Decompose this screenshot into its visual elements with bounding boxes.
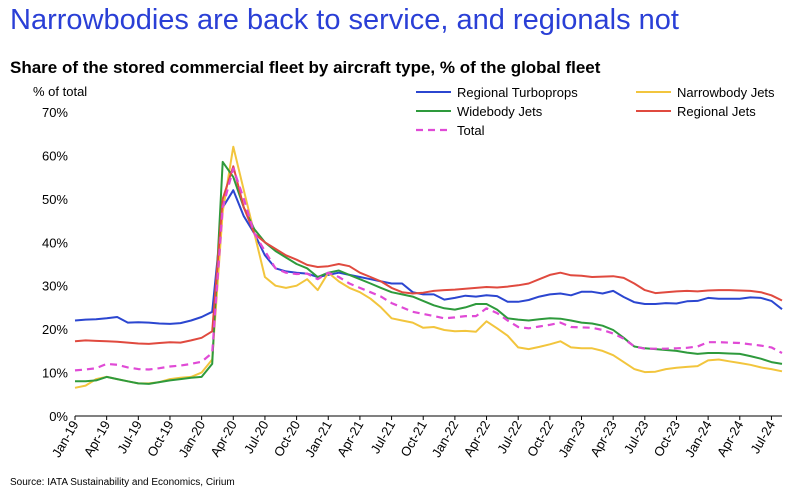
legend-label: Regional Jets (677, 104, 756, 119)
x-tick-label: Oct-22 (524, 418, 556, 459)
y-tick-label: 60% (42, 148, 68, 163)
x-tick-label: Apr-21 (334, 418, 367, 459)
y-tick-label: 40% (42, 235, 68, 250)
legend: Regional Turboprops Narrowbody Jets Widebo… (416, 85, 775, 138)
y-tick-label: 0% (49, 409, 68, 424)
x-tick-label: Apr-24 (714, 418, 747, 459)
x-tick-label: Jan-23 (555, 418, 588, 460)
x-tick-label: Jan-21 (302, 418, 335, 460)
series-line-total (74, 167, 783, 372)
x-tick-label: Jan-20 (175, 418, 208, 460)
x-tick-label: Jan-22 (429, 418, 462, 460)
x-tick-label: Oct-23 (651, 418, 683, 459)
y-tick-label: 30% (42, 279, 68, 294)
legend-label: Widebody Jets (457, 104, 543, 119)
x-tick-label: Apr-19 (81, 418, 114, 459)
x-tick-label: Apr-22 (461, 418, 494, 459)
y-tick-label: 20% (42, 322, 68, 337)
x-tick-label: Jan-19 (49, 418, 82, 460)
legend-label: Total (457, 123, 485, 138)
x-tick-label: Apr-23 (587, 418, 620, 459)
source-note: Source: IATA Sustainability and Economic… (10, 477, 235, 488)
y-axis: 0% 10% 20% 30% 40% 50% 60% 70% (42, 105, 68, 424)
y-tick-label: 10% (42, 366, 68, 381)
chart-title: Share of the stored commercial fleet by … (10, 58, 601, 77)
x-tick-label: Jul-21 (367, 418, 398, 456)
y-tick-label: 50% (42, 192, 68, 207)
x-tick-label: Jul-20 (241, 418, 272, 456)
x-tick-label: Jul-19 (114, 418, 145, 456)
x-tick-label: Oct-19 (144, 418, 176, 459)
series-line-regional-jets (74, 165, 783, 345)
x-tick-label: Oct-20 (271, 418, 303, 459)
legend-label: Regional Turboprops (457, 85, 578, 100)
x-tick-label: Jan-24 (682, 418, 715, 460)
x-tick-label: Oct-21 (397, 418, 429, 459)
series-line-regional-turboprops (74, 189, 783, 325)
series-line-narrowbody-jets (74, 145, 783, 389)
series-line-widebody-jets (75, 160, 783, 385)
x-tick-label: Jul-22 (494, 418, 525, 456)
series-lines (74, 145, 783, 389)
page-headline: Narrowbodies are back to service, and re… (10, 4, 679, 36)
legend-label: Narrowbody Jets (677, 85, 775, 100)
x-tick-label: Apr-20 (207, 418, 240, 459)
x-tick-label: Jul-23 (621, 418, 652, 456)
y-tick-label: 70% (42, 105, 68, 120)
y-axis-label: % of total (33, 84, 87, 99)
x-tick-label: Jul-24 (747, 418, 778, 456)
